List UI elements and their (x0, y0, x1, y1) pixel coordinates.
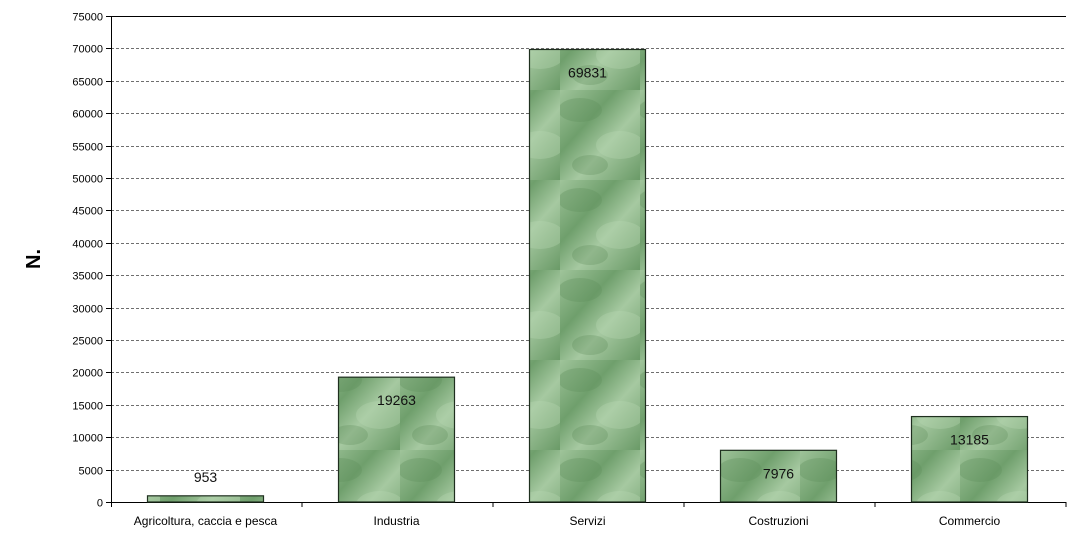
data-label: 69831 (568, 64, 607, 80)
y-axis-label: N. (23, 249, 45, 269)
x-tick-label: Costruzioni (748, 514, 808, 528)
data-label: 19263 (377, 392, 416, 408)
y-tick-label: 35000 (72, 271, 103, 283)
data-label: 7976 (763, 465, 794, 481)
bar (719, 449, 838, 503)
x-tick-label: Industria (373, 514, 419, 528)
bar (528, 48, 647, 503)
bar (337, 376, 456, 503)
y-tick-label: 15000 (72, 401, 103, 413)
axes: 0 5000 10000 15000 20000 25000 30000 35000 40000… (72, 12, 1067, 510)
y-tick-label: 45000 (72, 206, 103, 218)
x-tick-label: Commercio (939, 514, 1001, 528)
y-tick-label: 75000 (72, 12, 103, 24)
x-tick-label: Agricoltura, caccia e pesca (134, 514, 278, 528)
y-tick-label: 30000 (72, 304, 103, 316)
data-label: 13185 (950, 432, 989, 448)
y-tick-label: 65000 (72, 77, 103, 89)
y-tick-label: 70000 (72, 44, 103, 56)
y-tick-label: 55000 (72, 142, 103, 154)
y-tick-label: 50000 (72, 174, 103, 186)
y-tick-label: 60000 (72, 109, 103, 121)
y-tick-label: 5000 (79, 466, 103, 478)
x-tick-label: Servizi (569, 514, 605, 528)
y-tick-label: 25000 (72, 336, 103, 348)
bar (910, 415, 1029, 503)
bars (146, 48, 1029, 503)
labels: Agricoltura, caccia e pesca 953 Industria 1… (134, 64, 1001, 528)
y-tick-label: 10000 (72, 433, 103, 445)
y-tick-label: 0 (97, 498, 103, 510)
bar (146, 495, 265, 503)
data-label: 953 (194, 469, 218, 485)
y-tick-label: 40000 (72, 239, 103, 251)
y-tick-label: 20000 (72, 368, 103, 380)
